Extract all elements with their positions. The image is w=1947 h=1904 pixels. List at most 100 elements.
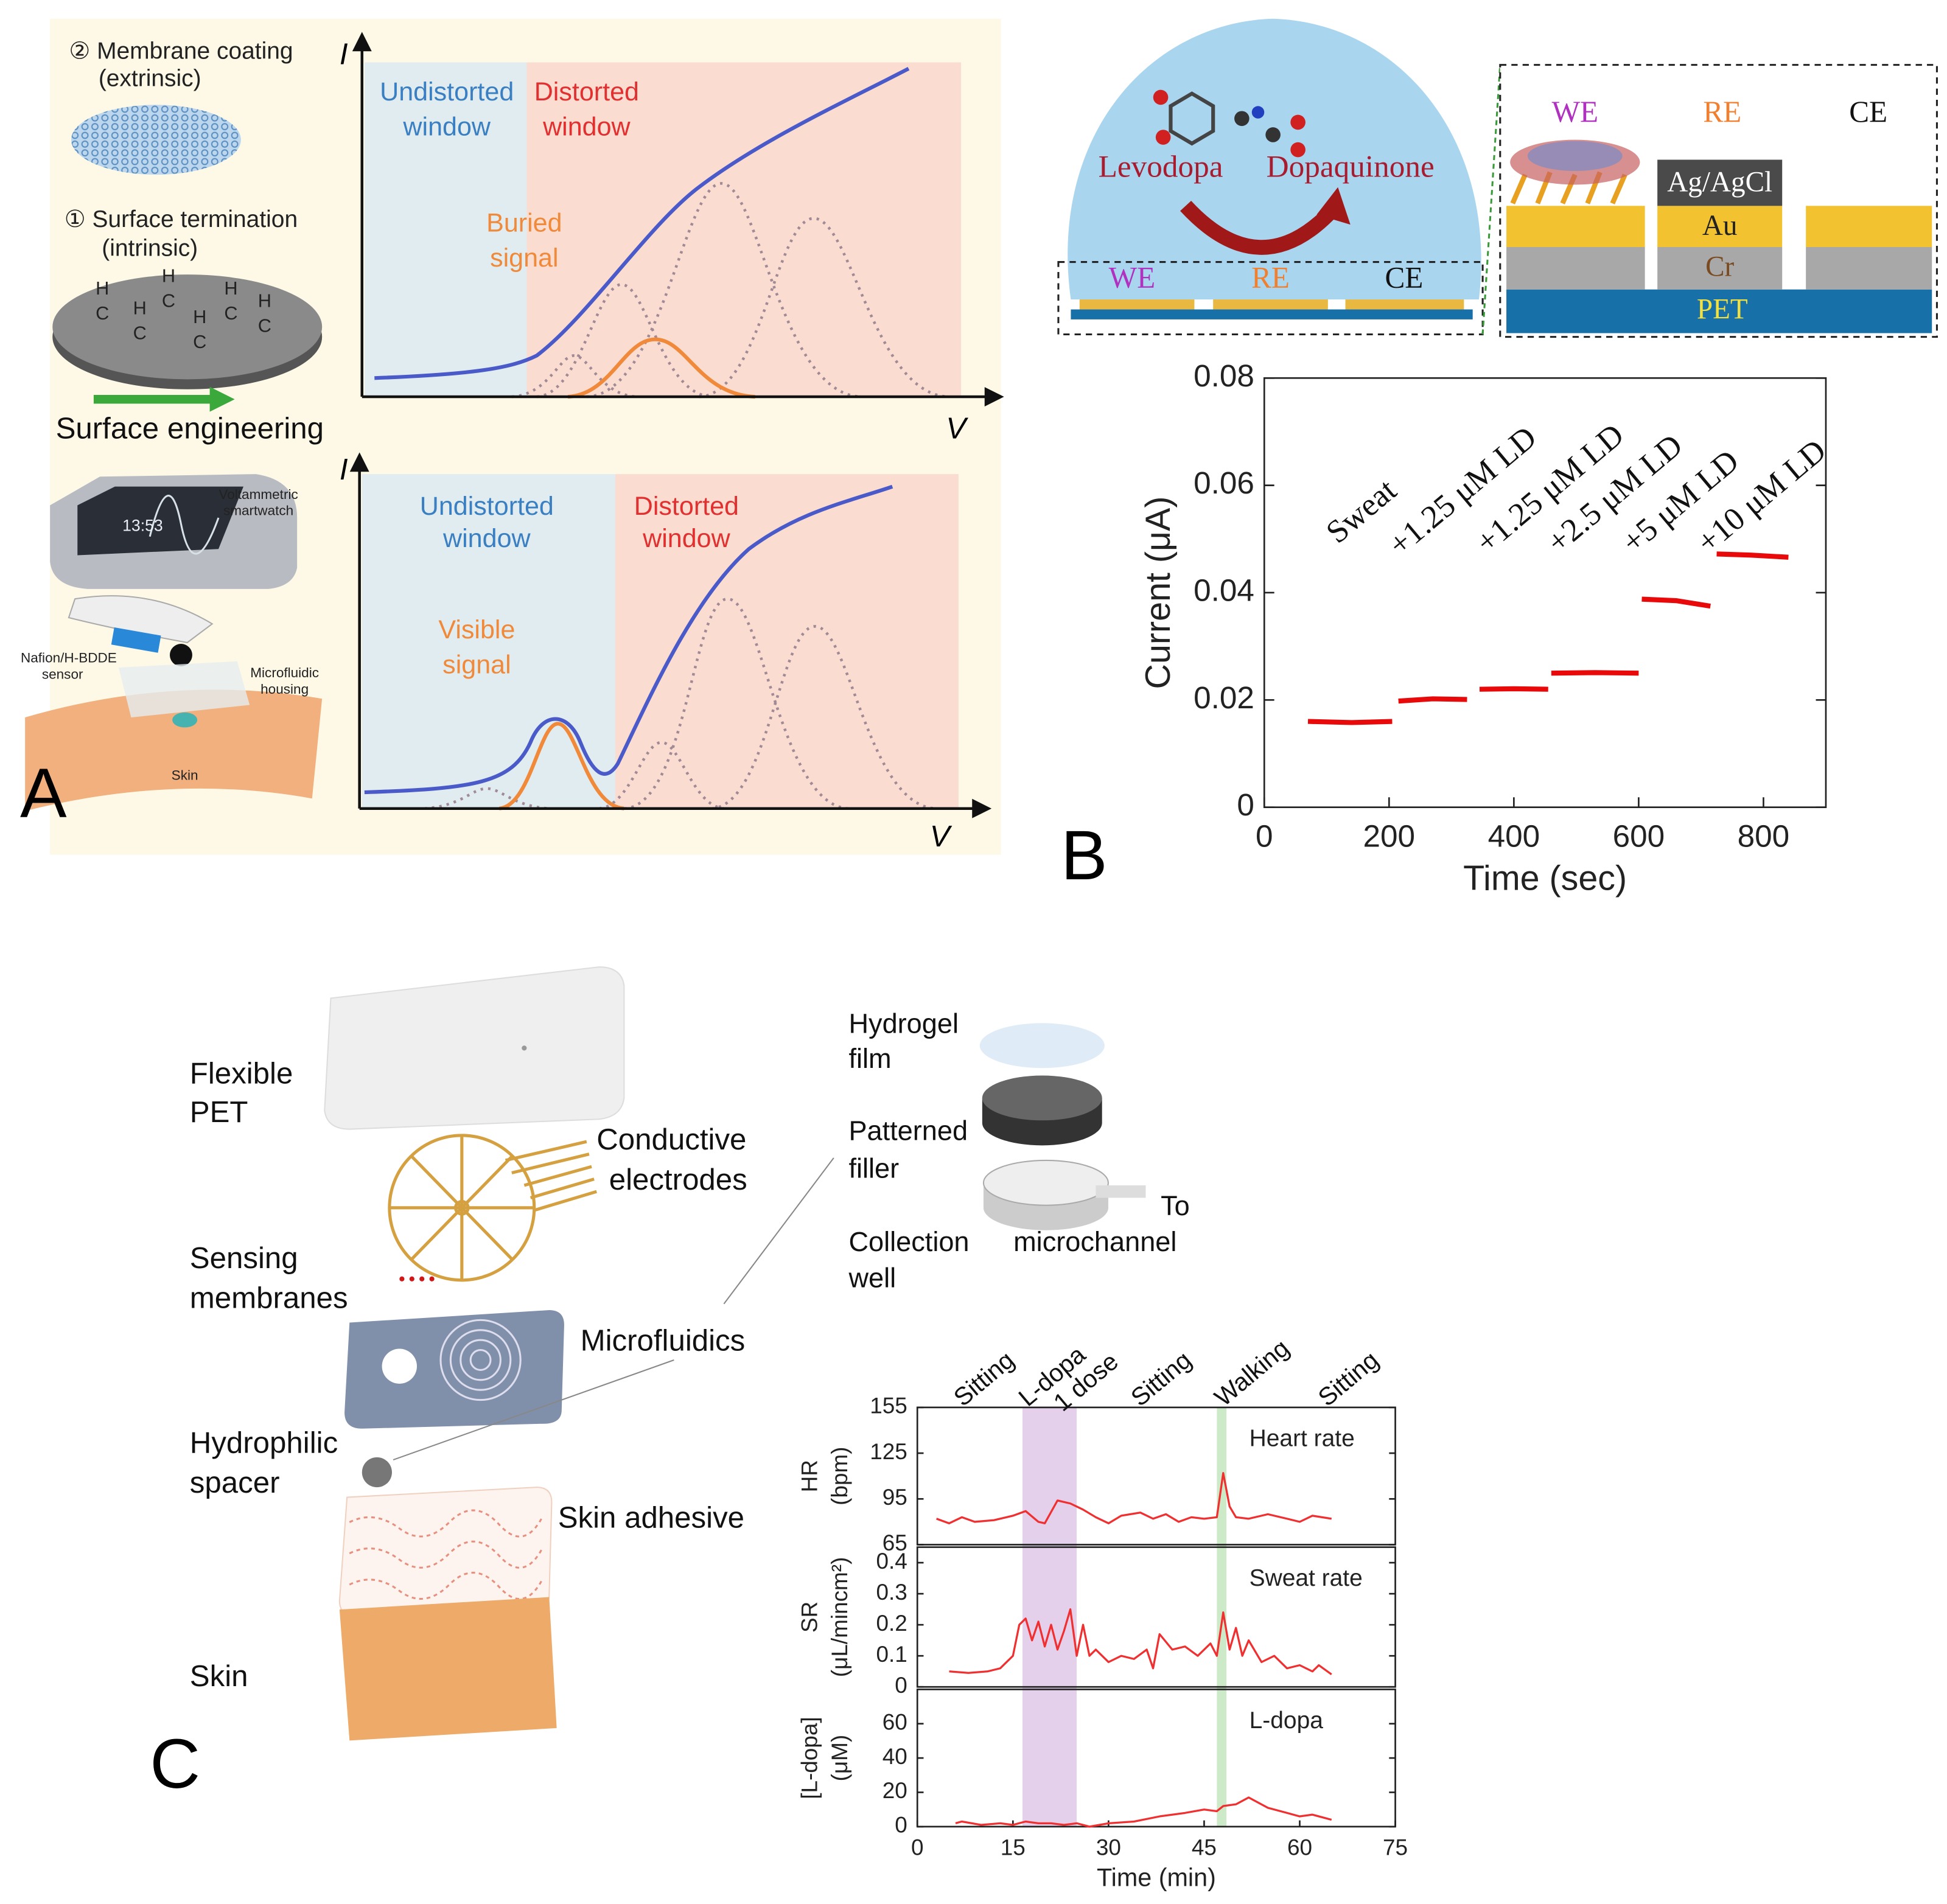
y-tick-label: 0.08 — [1194, 358, 1254, 393]
plot-frame — [916, 1688, 1396, 1828]
layer-label: Hydrophilic — [190, 1426, 338, 1459]
reaction-arrow-head — [1316, 187, 1351, 225]
x-tick-label: 75 — [1383, 1835, 1408, 1860]
panel-label: B — [1061, 817, 1108, 894]
electrode — [1213, 299, 1328, 310]
x-axis-label: Time (sec) — [1463, 859, 1627, 898]
axis-label: V — [946, 411, 968, 445]
y-tick-label: 125 — [870, 1439, 907, 1464]
arrow-head — [209, 386, 235, 412]
layer-label: membranes — [190, 1282, 348, 1315]
region-label: Undistorted — [420, 492, 554, 521]
y-tick-label: 0.04 — [1194, 573, 1254, 608]
atom-label: C — [133, 323, 147, 344]
layer-label: Patterned — [848, 1115, 968, 1146]
y-axis-label: (μL/mincm²) — [827, 1557, 852, 1677]
region-label: window — [402, 113, 491, 142]
diagram-label: Voltammetric — [218, 487, 298, 502]
reaction-arrow — [1180, 200, 1339, 255]
distorted-region — [615, 474, 959, 809]
atom-label: C — [193, 331, 206, 352]
atom-label: H — [224, 277, 237, 299]
zoom-line — [1481, 65, 1501, 335]
y-tick-label: 0.2 — [876, 1611, 907, 1636]
layer-label: Hydrogel — [848, 1008, 959, 1039]
layer-label: electrodes — [609, 1163, 747, 1196]
y-tick-label: 60 — [883, 1709, 907, 1734]
layer-label: Skin — [190, 1659, 248, 1693]
data-line — [1307, 551, 1789, 725]
layer-label: Microfluidics — [581, 1323, 746, 1357]
activity-label: Walking — [1209, 1334, 1295, 1412]
y-tick-label: 0 — [1237, 787, 1254, 822]
layer-label: To — [1161, 1190, 1190, 1221]
diagram-label: (intrinsic) — [102, 235, 198, 261]
y-axis-label: Current (μA) — [1139, 496, 1178, 689]
layer-label: microchannel — [1013, 1226, 1176, 1257]
layer-label: Ag/AgCl — [1667, 166, 1772, 198]
layer-label: film — [848, 1043, 891, 1074]
layer-label: PET — [190, 1095, 248, 1129]
electrode-label: CE — [1849, 95, 1887, 128]
region-label: window — [542, 113, 631, 142]
pet-strip — [1071, 309, 1473, 319]
y-tick-label: 0.06 — [1194, 466, 1254, 500]
panel-label: C — [150, 1725, 200, 1803]
y-axis-label: (μM) — [827, 1735, 852, 1782]
layer-label: PET — [1697, 293, 1748, 325]
atom-label: H — [96, 277, 109, 299]
x-tick-label: 45 — [1192, 1835, 1217, 1860]
diagram-label: housing — [260, 682, 309, 697]
diagram-label: Skin — [172, 767, 198, 783]
diagram-label: ② Membrane coating — [69, 38, 293, 64]
atom-label: C — [224, 302, 237, 324]
atom-label: H — [162, 265, 175, 286]
x-tick-label: 200 — [1363, 818, 1416, 853]
layer-label: spacer — [190, 1466, 280, 1499]
smartwatch — [25, 474, 323, 811]
region-label: Distorted — [634, 492, 739, 521]
diagram-label: ① Surface termination — [65, 206, 298, 232]
electrode — [1079, 299, 1195, 310]
axis-label: V — [930, 820, 953, 853]
molecule — [1153, 89, 1306, 158]
y-tick-label: 95 — [883, 1485, 907, 1510]
device-layers — [324, 966, 1146, 1741]
activity-label: Sitting — [948, 1345, 1019, 1411]
data-line — [936, 1472, 1332, 1525]
x-tick-label: 0 — [1256, 818, 1273, 853]
sketch-curves — [364, 67, 949, 811]
diagram-label: sensor — [42, 666, 83, 682]
bdd-surface — [52, 274, 323, 380]
electrode-label: WE — [1552, 95, 1599, 128]
data-line — [949, 1608, 1332, 1676]
y-tick-label: 0 — [895, 1673, 907, 1698]
layer-label: Au — [1702, 210, 1738, 242]
x-tick-label: 0 — [911, 1835, 924, 1860]
atom-label: C — [258, 315, 271, 336]
electrode-label: WE — [1109, 261, 1155, 295]
region-label: Distorted — [534, 77, 639, 106]
species-label: Dopaquinone — [1267, 150, 1435, 184]
x-axis-label: Time (min) — [1097, 1864, 1216, 1892]
diagram-label: smartwatch — [223, 503, 293, 518]
species-label: Levodopa — [1099, 150, 1223, 184]
layer-label: Conductive — [596, 1123, 746, 1156]
atom-label: C — [96, 302, 109, 324]
y-tick-label: 65 — [883, 1530, 907, 1555]
y-tick-label: 40 — [883, 1744, 907, 1769]
signal-label: Visible — [438, 615, 515, 644]
diagram-label: Microfluidic — [250, 665, 319, 680]
watch-time: 13:53 — [122, 516, 163, 534]
region-label: window — [442, 524, 531, 553]
layer-label: Skin adhesive — [558, 1501, 744, 1534]
atom-label: H — [193, 306, 206, 327]
plot-frame — [916, 1546, 1396, 1688]
signal-label: signal — [442, 650, 511, 679]
layer-label: Sensing — [190, 1241, 298, 1275]
panel-label: A — [20, 755, 67, 832]
y-axis-label: (bpm) — [827, 1447, 852, 1505]
electrode-label: RE — [1251, 261, 1290, 295]
